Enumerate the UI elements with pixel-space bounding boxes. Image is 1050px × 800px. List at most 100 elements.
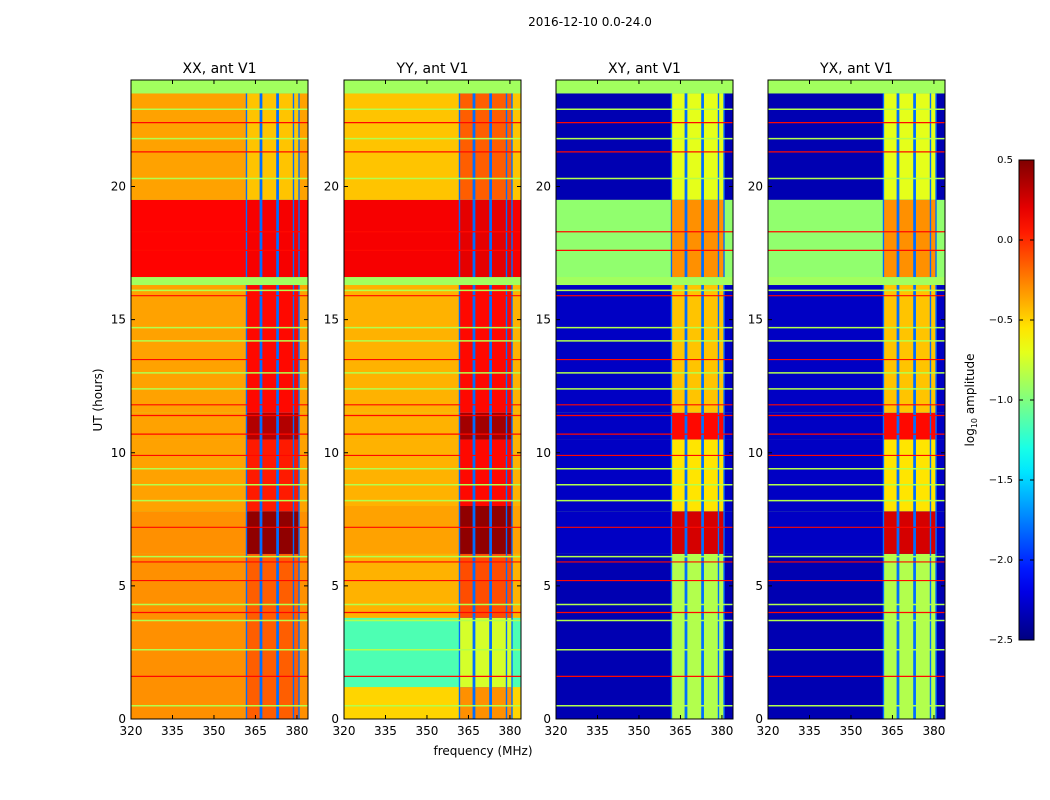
heatmap-cell — [507, 506, 512, 554]
heatmap-cell — [475, 553, 490, 618]
colorbar-tick-label: −1.0 — [989, 395, 1013, 406]
heatmap-cell — [672, 199, 685, 278]
heatmap-cell — [475, 439, 490, 506]
heatmap-cell — [460, 617, 473, 688]
x-tick-label: 320 — [333, 724, 356, 738]
heatmap-cell — [672, 553, 685, 719]
heatmap-cell — [262, 439, 277, 512]
heatmap-cell — [247, 412, 260, 440]
x-tick-label: 350 — [840, 724, 863, 738]
heatmap-cell — [262, 553, 277, 719]
heatmap-cell — [884, 511, 897, 554]
x-tick-label: 365 — [244, 724, 267, 738]
heatmap-cell — [915, 93, 930, 200]
x-tick-label: 380 — [710, 724, 733, 738]
heatmap-cell — [884, 412, 897, 440]
heatmap-cell — [687, 199, 702, 278]
heatmap-cell — [931, 285, 936, 413]
heatmap-cell — [262, 511, 277, 554]
x-tick-label: 335 — [161, 724, 184, 738]
heatmap-cell — [884, 439, 897, 512]
figure-title: 2016-12-10 0.0-24.0 — [528, 15, 652, 29]
heatmap-cell — [460, 199, 473, 278]
x-tick-label: 350 — [416, 724, 439, 738]
heatmap-cell — [915, 285, 930, 413]
y-tick-label: 0 — [543, 712, 551, 726]
heatmap-cell — [672, 412, 685, 440]
heatmap-cell — [491, 412, 506, 440]
x-tick-label: 380 — [498, 724, 521, 738]
panel-title: XX, ant V1 — [183, 61, 257, 77]
heatmap-cell — [931, 412, 936, 440]
heatmap-cell — [719, 285, 724, 413]
heatmap-cell — [491, 553, 506, 618]
heatmap-cell — [507, 199, 512, 278]
heatmap-cell — [475, 285, 490, 413]
heatmap-cell — [475, 412, 490, 440]
x-tick-label: 380 — [922, 724, 945, 738]
x-tick-label: 365 — [669, 724, 692, 738]
heatmap-cell — [491, 439, 506, 506]
panel-yy: YY, ant V1 320 335 350 365 380 0 5 10 15 20 — [324, 61, 522, 738]
heatmap-cell — [931, 553, 936, 719]
heatmap-cell — [703, 412, 718, 440]
heatmap-cell — [294, 511, 299, 554]
heatmap-cell — [507, 93, 512, 200]
panel-frame — [130, 79, 309, 720]
y-tick-label: 5 — [755, 579, 763, 593]
colorbar-tick-label: 0.0 — [997, 235, 1013, 246]
heatmap-cell — [294, 93, 299, 200]
heatmap-cell — [915, 511, 930, 554]
panel-frame — [343, 79, 522, 720]
heatmap-cell — [131, 277, 308, 286]
x-tick-label: 320 — [120, 724, 143, 738]
heatmap-cell — [344, 277, 521, 286]
y-tick-label: 15 — [536, 313, 551, 327]
heatmap-cell — [294, 412, 299, 440]
heatmap-cell — [475, 199, 490, 278]
heatmap-cell — [884, 199, 897, 278]
y-tick-label: 10 — [324, 446, 339, 460]
heatmap-cell — [278, 511, 293, 554]
y-tick-label: 15 — [748, 313, 763, 327]
heatmap-cell — [278, 553, 293, 719]
heatmap-cell — [294, 285, 299, 413]
y-tick-label: 5 — [118, 579, 126, 593]
heatmap-cell — [687, 511, 702, 554]
heatmap-cell — [262, 199, 277, 278]
colorbar-tick-label: −2.5 — [989, 635, 1013, 646]
heatmap-cell — [915, 439, 930, 512]
y-axis-label: UT (hours) — [91, 368, 105, 431]
heatmap-cell — [294, 553, 299, 719]
x-tick-label: 365 — [881, 724, 904, 738]
heatmap-cell — [475, 506, 490, 554]
heatmap-cell — [262, 412, 277, 440]
heatmap-cell — [475, 617, 490, 688]
heatmap-cell — [460, 553, 473, 618]
heatmap-cell — [507, 617, 512, 688]
heatmap-cell — [884, 93, 897, 200]
colorbar: 0.5 0.0 −0.5 −1.0 −1.5 −2.0 −2.5 log10 amplitu… — [963, 155, 1035, 646]
heatmap-cell — [719, 553, 724, 719]
panel-frame — [767, 79, 946, 720]
heatmap-cell — [278, 285, 293, 413]
y-tick-label: 0 — [755, 712, 763, 726]
heatmap-cell — [507, 687, 512, 719]
heatmap-cell — [915, 553, 930, 719]
panel-frame — [555, 79, 734, 720]
heatmap-cell — [899, 199, 914, 278]
heatmap-cell — [247, 439, 260, 512]
heatmap-cell — [491, 199, 506, 278]
heatmap-cell — [672, 439, 685, 512]
heatmap-cell — [703, 93, 718, 200]
heatmap-cell — [899, 412, 914, 440]
heatmap-cell — [719, 511, 724, 554]
heatmap-cell — [491, 285, 506, 413]
heatmap-cell — [899, 93, 914, 200]
panel-title: YX, ant V1 — [819, 61, 893, 77]
panel-yx: YX, ant V1 320 335 350 365 380 0 5 10 15 20 — [748, 61, 946, 738]
panel-xy: XY, ant V1 320 335 350 365 380 0 5 10 15 20 — [536, 61, 734, 738]
y-tick-label: 20 — [324, 180, 339, 194]
heatmap-cell — [278, 412, 293, 440]
